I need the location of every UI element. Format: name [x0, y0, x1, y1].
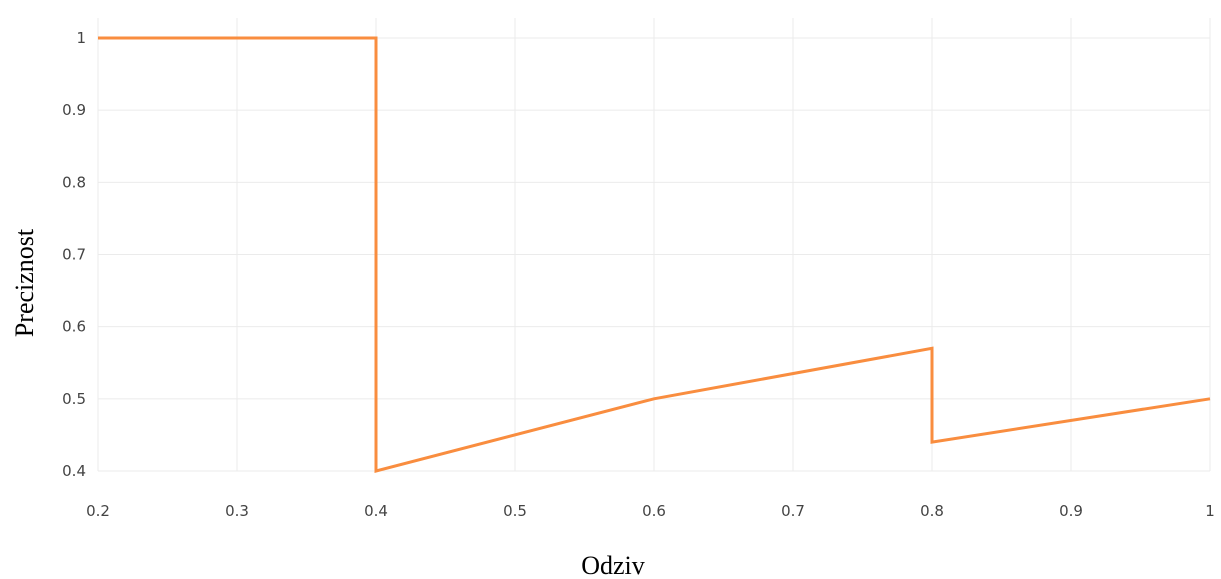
- y-tick-label: 0.7: [62, 246, 86, 264]
- y-tick-label: 0.5: [62, 390, 86, 408]
- x-tick-label: 0.3: [225, 502, 249, 520]
- x-tick-label: 0.6: [642, 502, 666, 520]
- y-tick-label: 1: [76, 29, 86, 47]
- x-tick-label: 0.7: [781, 502, 805, 520]
- x-tick-label: 0.8: [920, 502, 944, 520]
- grid: [97, 18, 1211, 472]
- x-tick-label: 0.2: [86, 502, 110, 520]
- y-axis-title: Preciznost: [10, 228, 39, 337]
- x-tick-label: 0.5: [503, 502, 527, 520]
- y-tick-label: 0.6: [62, 318, 86, 336]
- y-axis-ticks: 0.4 0.5 0.6 0.7 0.8 0.9 1: [62, 29, 86, 480]
- series-line: [98, 36, 1211, 473]
- y-tick-label: 0.8: [62, 173, 86, 191]
- x-tick-label: 0.9: [1059, 502, 1083, 520]
- x-tick-label: 0.4: [364, 502, 388, 520]
- x-axis-ticks: 0.2 0.3 0.4 0.5 0.6 0.7 0.8 0.9 1: [86, 502, 1215, 520]
- y-tick-label: 0.4: [62, 462, 86, 480]
- y-tick-label: 0.9: [62, 101, 86, 119]
- x-tick-label: 1: [1205, 502, 1215, 520]
- x-axis-title: Odziv: [581, 551, 645, 579]
